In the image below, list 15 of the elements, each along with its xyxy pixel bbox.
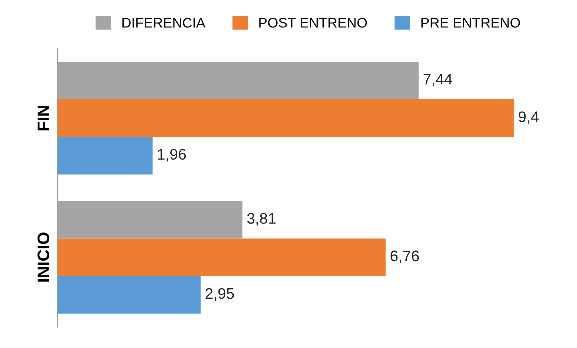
bar [58, 276, 201, 314]
y-tick-label: FIN [38, 106, 50, 131]
bar [58, 100, 514, 138]
legend-label: DIFERENCIA [122, 18, 206, 28]
bar [58, 137, 153, 175]
bar [58, 238, 386, 276]
data-label: 3,81 [247, 213, 276, 226]
data-label: 9,4 [518, 112, 540, 124]
legend-label: POST ENTRENO [260, 18, 368, 28]
data-label: 1,96 [158, 149, 186, 162]
data-label: 7,44 [424, 74, 452, 87]
data-label: 6,76 [390, 250, 420, 264]
y-tick-label: INICIO [38, 232, 50, 282]
legend-label: PRE ENTRENO [422, 18, 520, 28]
data-label: 2,95 [206, 288, 234, 302]
